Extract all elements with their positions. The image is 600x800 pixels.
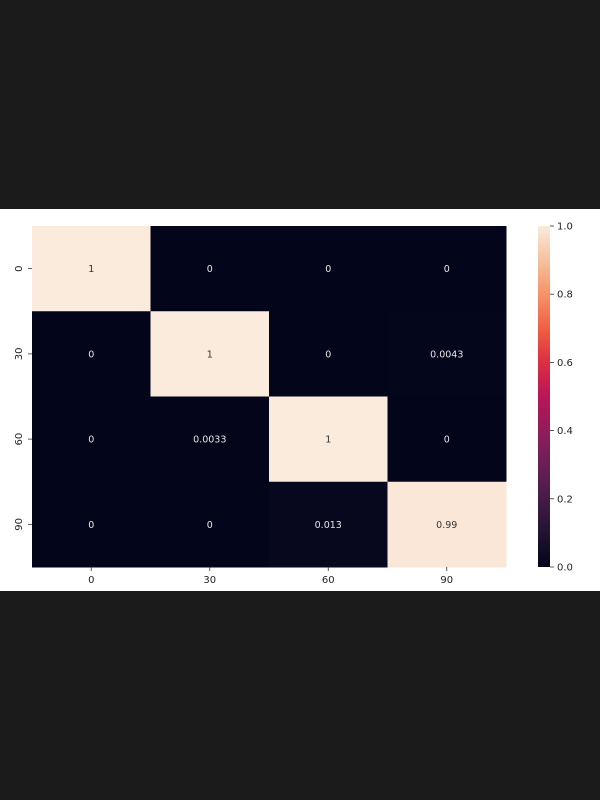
heatmap-cell (150, 396, 270, 483)
heatmap-cell (387, 396, 507, 483)
cell-annotation: 0.013 (315, 520, 342, 531)
heatmap-cell (150, 311, 270, 397)
x-axis: 0 30 60 90 (88, 567, 453, 586)
heatmap-figure: 1 0 0 0 0 1 0 0.0043 0 0.0033 1 0 0 0 0.013 0.99 0 30 60 9… (0, 209, 600, 591)
colorbar-tick-label: 0.2 (557, 494, 573, 505)
cell-annotations: 1 0 0 0 0 1 0 0.0043 0 0.0033 1 0 0 0 0.013 0.99 (88, 264, 463, 531)
cell-annotation: 0.0043 (430, 349, 463, 360)
cell-annotation: 1 (88, 264, 94, 275)
heatmap-cell (150, 481, 270, 568)
colorbar-tick-label: 0.4 (557, 426, 573, 437)
heatmap-cell (150, 226, 270, 312)
heatmap-cell (32, 311, 151, 397)
cell-annotation: 0 (444, 264, 450, 275)
colorbar-tick-label: 1.0 (557, 222, 573, 233)
x-tick-label: 60 (322, 575, 335, 586)
cell-annotation: 0.99 (436, 520, 457, 531)
cell-annotation: 0 (88, 520, 94, 531)
heatmap-cell (269, 481, 388, 568)
cell-annotation: 0 (207, 520, 213, 531)
colorbar-tick-label: 0.8 (557, 290, 573, 301)
y-tick-label: 0 (14, 265, 25, 271)
heatmap-cell (269, 311, 388, 397)
heatmap-cell (32, 481, 151, 568)
colorbar-tick-label: 0.0 (557, 563, 573, 574)
x-tick-label: 30 (203, 575, 216, 586)
y-axis: 0 30 60 90 (14, 265, 32, 531)
y-tick-label: 30 (14, 348, 25, 361)
heatmap-cells (32, 226, 507, 568)
colorbar: 0.0 0.2 0.4 0.6 0.8 1.0 (538, 222, 573, 574)
heatmap-cell (387, 226, 507, 312)
cell-annotation: 0 (444, 435, 450, 446)
colorbar-tick-label: 0.6 (557, 358, 573, 369)
cell-annotation: 0 (88, 435, 94, 446)
cell-annotation: 0 (88, 349, 94, 360)
cell-annotation: 0 (325, 264, 331, 275)
cell-annotation: 0 (325, 349, 331, 360)
heatmap-chart: 1 0 0 0 0 1 0 0.0043 0 0.0033 1 0 0 0 0.013 0.99 0 30 60 9… (14, 222, 573, 587)
heatmap-cell (269, 226, 388, 312)
cell-annotation: 0 (207, 264, 213, 275)
heatmap-cell (387, 311, 507, 397)
colorbar-gradient (538, 226, 550, 567)
heatmap-cell (32, 396, 151, 483)
x-tick-label: 0 (88, 575, 94, 586)
cell-annotation: 0.0033 (193, 435, 226, 446)
y-tick-label: 90 (14, 518, 25, 531)
x-tick-label: 90 (440, 575, 453, 586)
cell-annotation: 1 (207, 349, 213, 360)
heatmap-cell (269, 396, 388, 483)
y-tick-label: 60 (14, 433, 25, 446)
cell-annotation: 1 (325, 435, 331, 446)
heatmap-cell (32, 226, 151, 312)
heatmap-cell (387, 481, 507, 568)
